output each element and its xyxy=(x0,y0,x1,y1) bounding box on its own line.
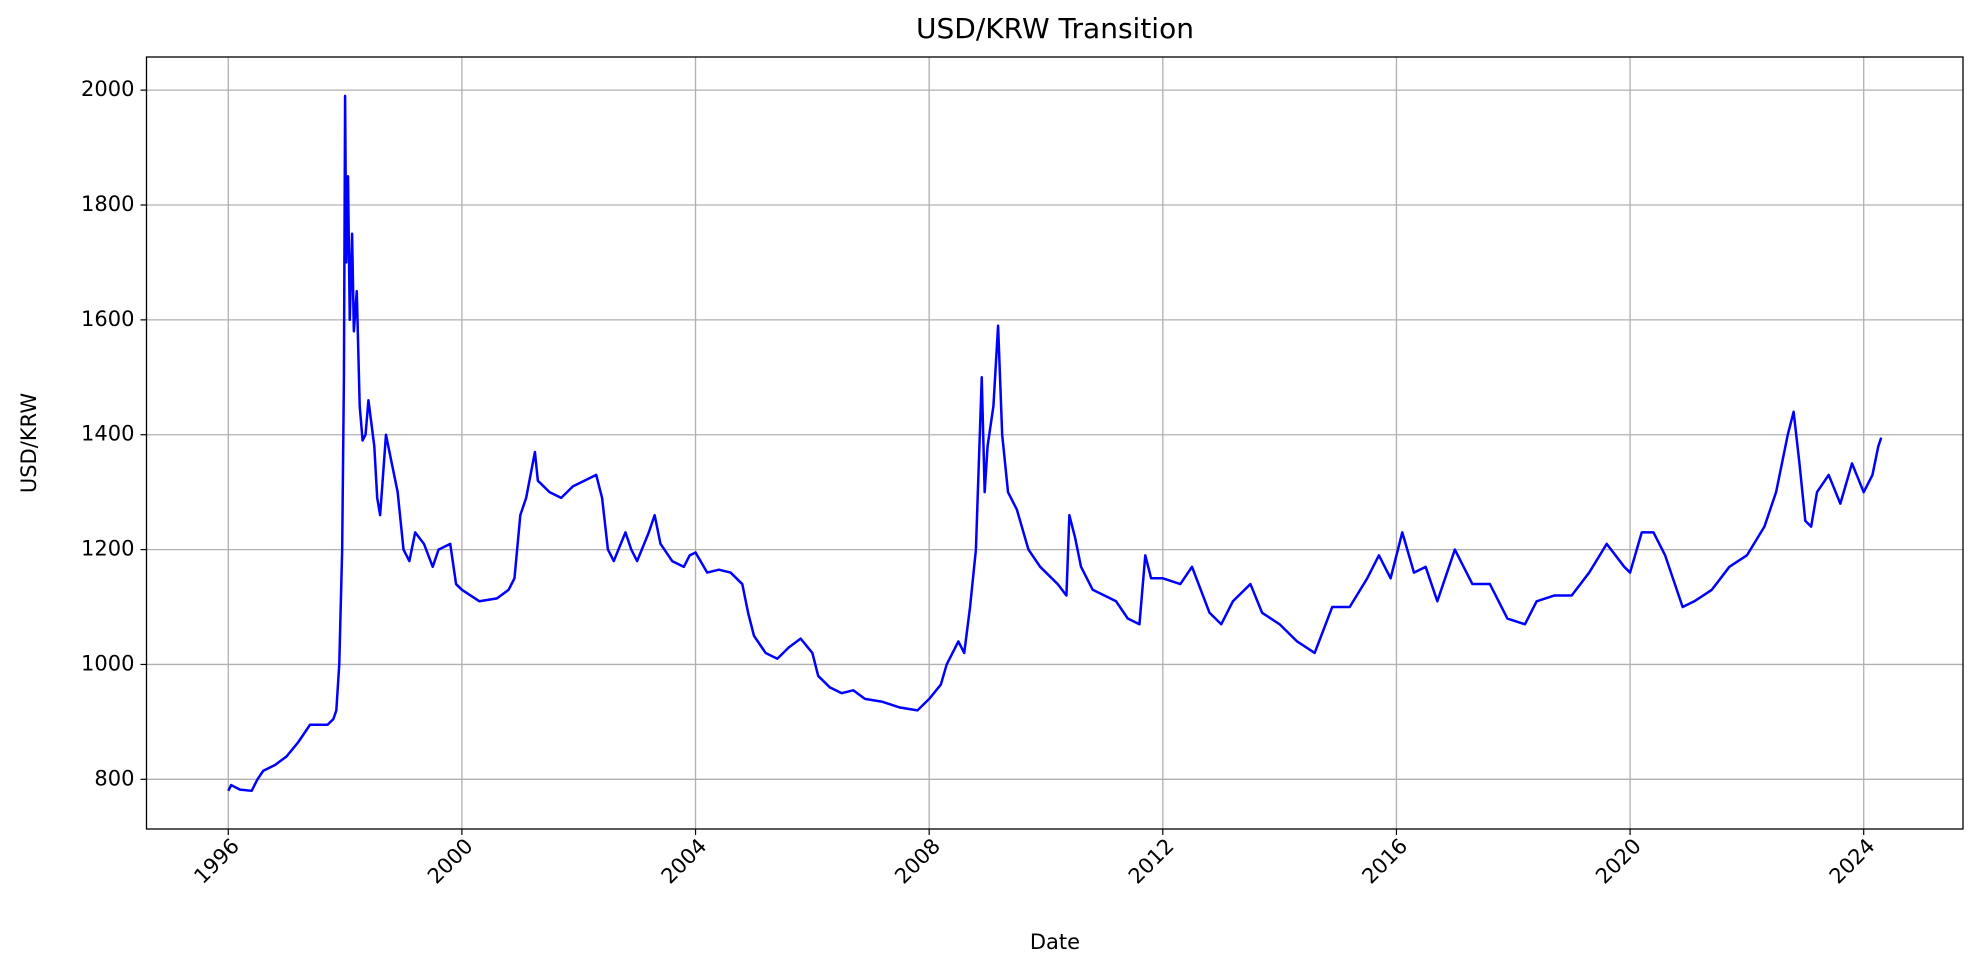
x-tick-label: 2004 xyxy=(657,834,712,889)
y-tick-label: 1800 xyxy=(81,192,134,216)
plot-frame xyxy=(145,56,1964,830)
x-tick-label: 2008 xyxy=(890,834,945,889)
y-tick-label: 1400 xyxy=(81,422,134,446)
chart-title: USD/KRW Transition xyxy=(916,12,1194,45)
y-tick-label: 1200 xyxy=(81,537,134,561)
y-tick-label: 1600 xyxy=(81,307,134,331)
y-tick-label: 800 xyxy=(94,766,134,790)
x-tick-label: 2016 xyxy=(1357,834,1412,889)
y-tick-label: 2000 xyxy=(81,77,134,101)
x-tick-label: 1996 xyxy=(189,834,244,889)
y-tick-label: 1000 xyxy=(81,651,134,675)
x-tick-label: 2000 xyxy=(423,834,478,889)
x-tick-label: 2020 xyxy=(1591,834,1646,889)
x-tick-label: 2012 xyxy=(1124,834,1179,889)
data-line xyxy=(227,94,1883,793)
x-axis-label: Date xyxy=(1030,930,1080,954)
x-tick-label: 2024 xyxy=(1825,834,1880,889)
y-axis-label: USD/KRW xyxy=(17,393,41,493)
